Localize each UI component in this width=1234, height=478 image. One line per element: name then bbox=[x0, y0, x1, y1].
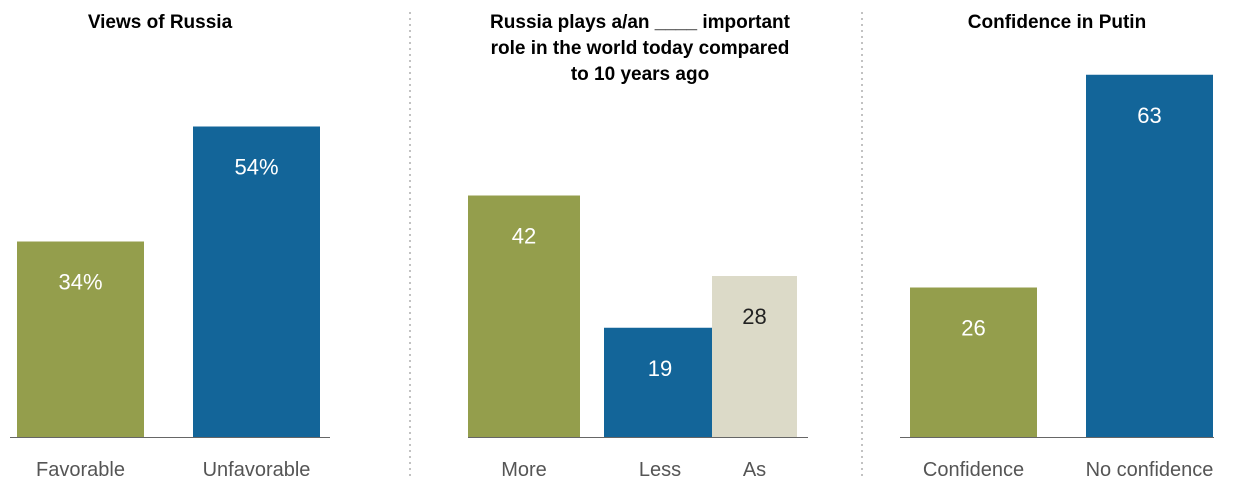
data-label: 54% bbox=[234, 155, 278, 180]
bar bbox=[712, 276, 797, 437]
chart-panels: Views of Russia 34% Favorable 54% Unfavorabl… bbox=[10, 12, 1214, 478]
chart-panel: Russia plays a/an ____ important role in … bbox=[468, 12, 808, 478]
bar bbox=[910, 287, 1037, 437]
bar bbox=[468, 195, 580, 437]
panel-title: role in the world today compared bbox=[491, 38, 790, 59]
chart-panel: Confidence in Putin 26 Confidence 63 No conf… bbox=[900, 12, 1214, 478]
bar bbox=[1086, 74, 1213, 437]
data-label: 42 bbox=[512, 224, 536, 249]
data-label: 63 bbox=[1137, 103, 1161, 128]
category-label: Confidence bbox=[923, 459, 1024, 478]
category-label: No confidence bbox=[1086, 459, 1214, 478]
category-label: More bbox=[501, 459, 547, 478]
bar bbox=[193, 126, 320, 437]
panel-title: Confidence in Putin bbox=[968, 12, 1146, 33]
bar bbox=[604, 327, 716, 437]
category-label: Unfavorable bbox=[203, 459, 311, 478]
data-label: 19 bbox=[648, 356, 672, 381]
bar bbox=[17, 241, 144, 437]
category-label: As bbox=[743, 459, 766, 478]
panel-title: Russia plays a/an ____ important bbox=[490, 12, 791, 33]
data-label: 28 bbox=[742, 304, 766, 329]
category-label: Less bbox=[639, 459, 681, 478]
panel-title: Views of Russia bbox=[88, 12, 233, 33]
data-label: 26 bbox=[961, 316, 985, 341]
panel-title: to 10 years ago bbox=[571, 64, 709, 85]
category-label: Favorable bbox=[36, 459, 125, 478]
data-label: 34% bbox=[58, 270, 102, 295]
chart-panel: Views of Russia 34% Favorable 54% Unfavorabl… bbox=[10, 12, 330, 478]
